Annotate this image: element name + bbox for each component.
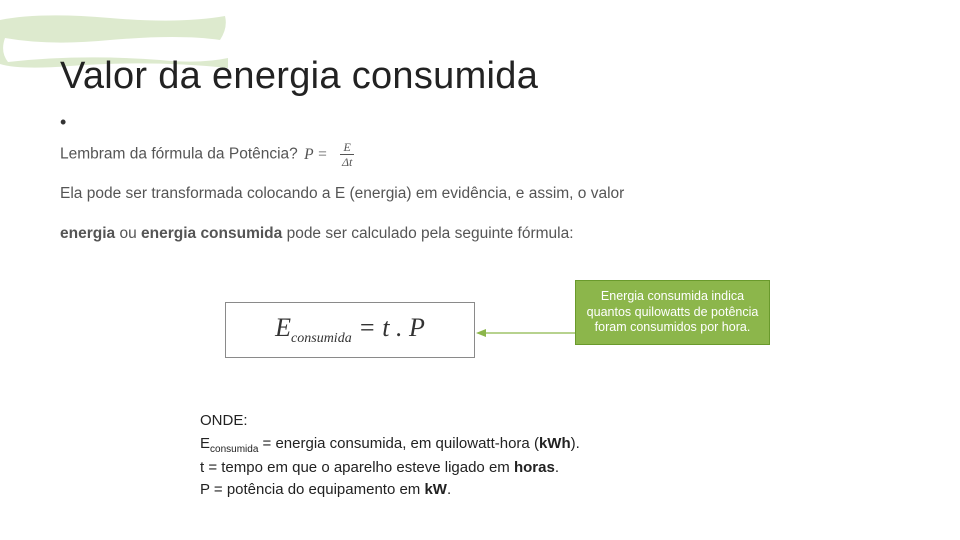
text-line-1: Lembram da fórmula da Potência? P = E Δt <box>60 140 354 169</box>
onde-line-p: P = potência do equipamento em kW. <box>200 479 580 502</box>
callout-box: Energia consumida indica quantos quilowa… <box>575 280 770 345</box>
onde-label: ONDE: <box>200 410 580 433</box>
formula-E: E <box>275 313 291 342</box>
bullet-marker: • <box>60 112 66 133</box>
onde-p-unit: kW <box>424 481 447 498</box>
onde-t-end: . <box>555 459 559 476</box>
fraction-denominator: Δt <box>340 155 354 169</box>
formula-sub: consumida <box>291 331 352 346</box>
legend-block: ONDE: Econsumida = energia consumida, em… <box>200 410 580 502</box>
onde-e-end: ). <box>571 435 580 452</box>
formula-p-eq: P = <box>304 146 328 163</box>
onde-e-unit: kWh <box>539 435 571 452</box>
onde-e-sym: E <box>200 435 210 452</box>
text-line-2: Ela pode ser transformada colocando a E … <box>60 185 624 203</box>
line3-rest: pode ser calculado pela seguinte fórmula… <box>282 225 573 242</box>
slide-title: Valor da energia consumida <box>60 55 538 98</box>
line3-mid: ou <box>115 225 141 242</box>
line1-prefix: Lembram da fórmula da Potência? <box>60 146 302 163</box>
formula-rhs: = t . P <box>352 313 425 342</box>
onde-line-t: t = tempo em que o aparelho esteve ligad… <box>200 457 580 480</box>
formula-box: Econsumida = t . P <box>225 302 475 358</box>
onde-line-e: Econsumida = energia consumida, em quilo… <box>200 433 580 457</box>
onde-t-unit: horas <box>514 459 555 476</box>
line3-bold-1: energia <box>60 225 115 242</box>
onde-t-text: t = tempo em que o aparelho esteve ligad… <box>200 459 514 476</box>
onde-e-rest: = energia consumida, em quilowatt-hora ( <box>258 435 539 452</box>
fraction-numerator: E <box>340 140 354 155</box>
onde-p-end: . <box>447 481 451 498</box>
onde-p-text: P = potência do equipamento em <box>200 481 424 498</box>
text-line-3: energia ou energia consumida pode ser ca… <box>60 225 574 243</box>
onde-e-sub: consumida <box>210 444 258 455</box>
formula-main: Econsumida = t . P <box>275 313 425 347</box>
callout-arrow <box>476 329 575 331</box>
line3-bold-2: energia consumida <box>141 225 282 242</box>
inline-fraction: E Δt <box>340 140 354 169</box>
